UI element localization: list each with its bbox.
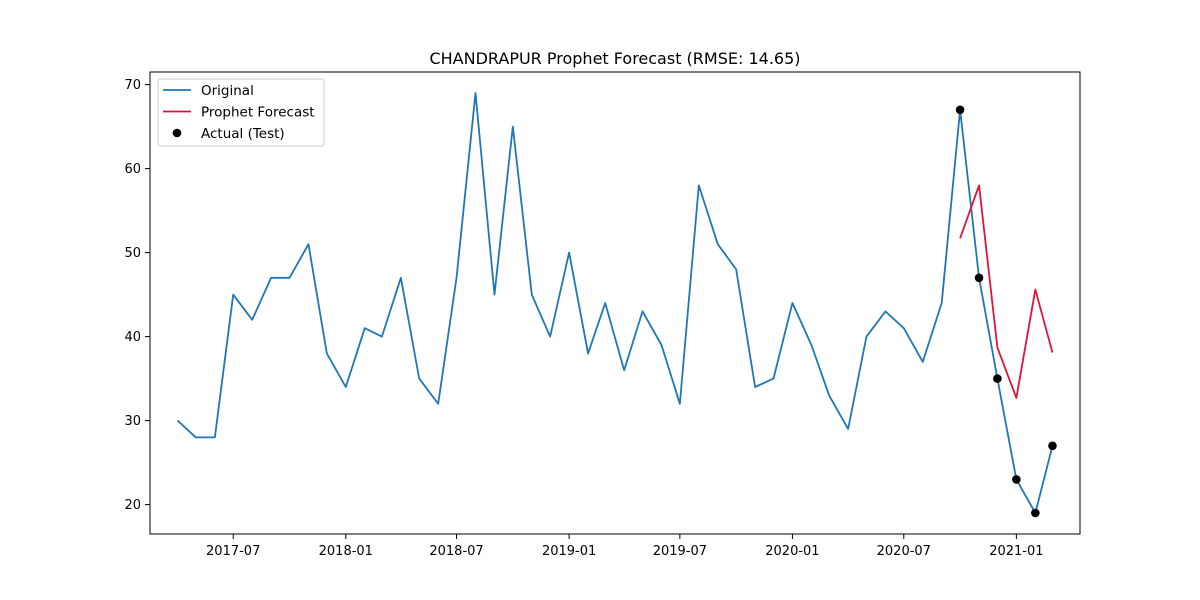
y-tick-label: 50 xyxy=(124,246,141,261)
scatter-point-actual-test xyxy=(1031,508,1040,518)
x-tick-label: 2019-07 xyxy=(653,544,707,559)
x-tick-label: 2019-01 xyxy=(542,544,596,559)
series-line-original xyxy=(176,92,1054,514)
x-tick-label: 2021-01 xyxy=(989,544,1043,559)
legend-label: Original xyxy=(201,83,254,99)
y-tick-label: 30 xyxy=(124,414,141,429)
legend-label: Prophet Forecast xyxy=(201,104,315,120)
chart-title: CHANDRAPUR Prophet Forecast (RMSE: 14.65… xyxy=(429,49,800,68)
y-tick-label: 40 xyxy=(124,330,141,345)
legend-swatch-marker xyxy=(172,128,182,138)
x-axis: 2017-07 2018-01 2018-07 2019-01 2019-07 2020-… xyxy=(206,534,1044,559)
y-tick-label: 70 xyxy=(124,78,141,93)
x-tick-label: 2020-07 xyxy=(877,544,931,559)
axes-frame xyxy=(149,71,1081,535)
y-axis: 20 30 40 50 60 70 xyxy=(124,78,150,513)
scatter-point-actual-test xyxy=(955,105,965,115)
scatter-point-actual-test xyxy=(974,273,984,283)
scatter-point-actual-test xyxy=(993,374,1002,383)
y-tick-label: 20 xyxy=(124,498,141,513)
series-layer xyxy=(176,92,1057,518)
legend: Original Prophet Forecast Actual (Test) xyxy=(157,78,325,147)
scatter-point-actual-test xyxy=(1048,441,1057,451)
x-tick-label: 2017-07 xyxy=(206,544,260,559)
y-tick-label: 60 xyxy=(124,162,141,177)
legend-box xyxy=(157,78,325,147)
x-tick-label: 2018-01 xyxy=(319,544,373,559)
x-tick-label: 2018-07 xyxy=(429,544,483,559)
scatter-point-actual-test xyxy=(1012,475,1021,484)
x-tick-label: 2020-01 xyxy=(765,544,819,559)
legend-label: Actual (Test) xyxy=(201,126,285,142)
series-line-prophet-forecast xyxy=(959,184,1054,399)
